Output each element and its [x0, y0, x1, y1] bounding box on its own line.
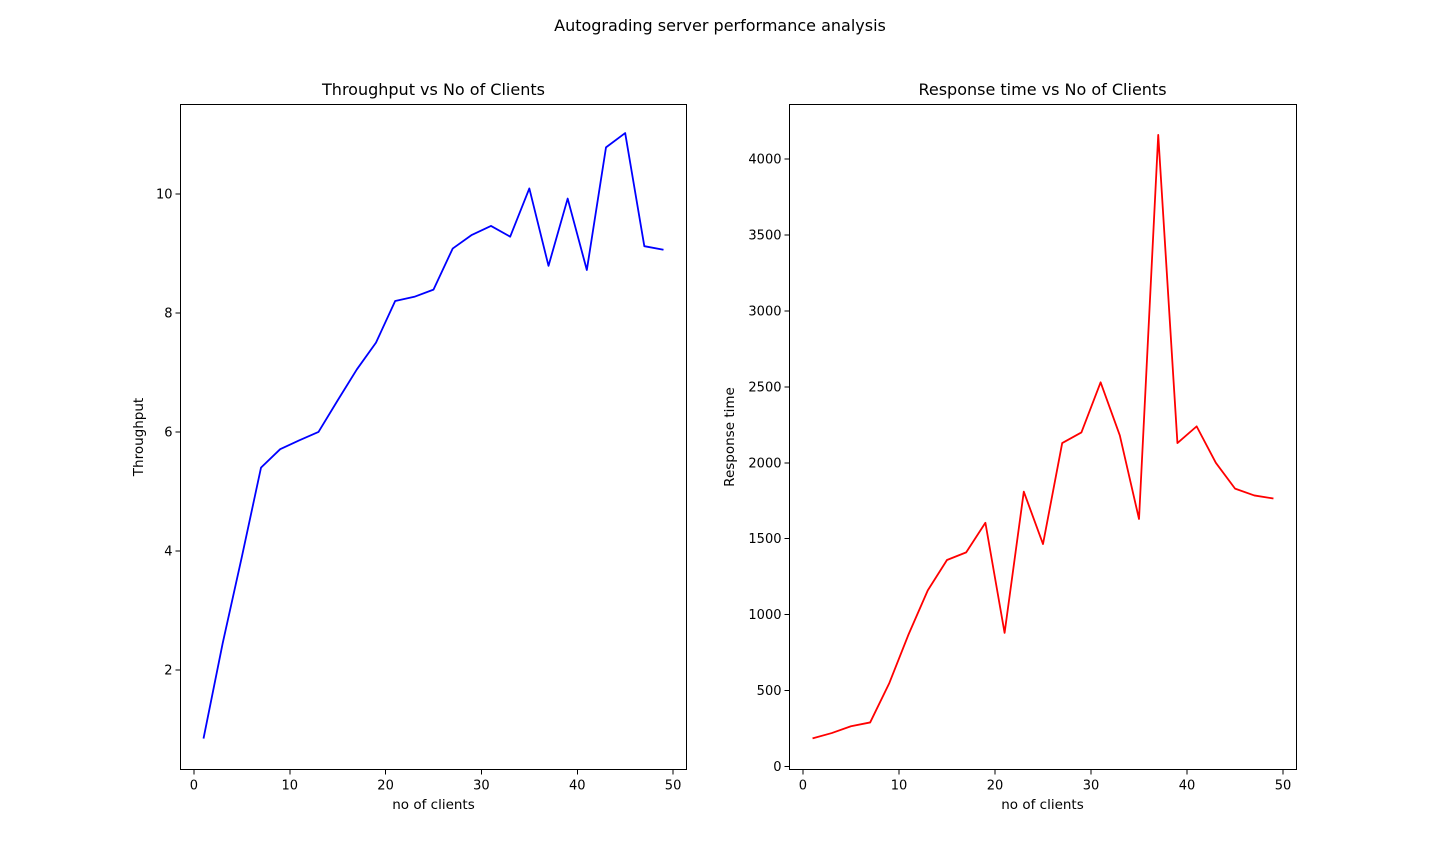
throughput-chart: Throughput vs No of Clients 0 10 20 30 40 50 2… [131, 80, 687, 813]
throughput-x-tick-label: 10 [281, 779, 298, 794]
response-time-chart-frame [789, 104, 1297, 770]
throughput-chart-title: Throughput vs No of Clients [321, 80, 545, 99]
response-time-chart-title: Response time vs No of Clients [918, 80, 1166, 99]
throughput-series-line [202, 132, 664, 739]
response-time-y-tick-label: 2500 [748, 380, 781, 395]
throughput-x-tick-label: 20 [377, 779, 394, 794]
response-time-x-tick-label: 20 [987, 779, 1004, 794]
response-time-series-line [812, 133, 1274, 740]
throughput-y-tick-label: 8 [164, 306, 172, 321]
throughput-y-tick-label: 10 [156, 187, 173, 202]
response-time-chart-xlabel: no of clients [1001, 797, 1084, 813]
throughput-chart-ticks: 0 10 20 30 40 50 2 4 6 8 10 [156, 187, 681, 793]
throughput-x-tick-label: 30 [473, 779, 490, 794]
throughput-chart-xlabel: no of clients [392, 797, 475, 813]
response-time-y-tick-label: 500 [757, 684, 782, 699]
throughput-y-tick-label: 4 [164, 545, 172, 560]
response-time-x-tick-label: 0 [799, 779, 807, 794]
throughput-chart-ylabel: Throughput [131, 398, 147, 477]
response-time-chart-ylabel: Response time [722, 387, 738, 487]
throughput-y-tick-label: 2 [164, 664, 172, 679]
response-time-chart: Response time vs No of Clients 0 10 20 30 40… [722, 80, 1297, 813]
throughput-x-tick-label: 0 [190, 779, 198, 794]
response-time-chart-ticks: 0 10 20 30 40 5005001000150020002500300035004… [748, 153, 1291, 794]
response-time-x-tick-label: 50 [1275, 779, 1292, 794]
response-time-y-tick-label: 3500 [748, 229, 781, 244]
response-time-x-tick-label: 40 [1179, 779, 1196, 794]
response-time-x-tick-label: 10 [891, 779, 908, 794]
figure-suptitle: Autograding server performance analysis [554, 16, 886, 35]
throughput-chart-frame [180, 104, 687, 770]
response-time-y-tick-label: 0 [773, 760, 781, 775]
response-time-y-tick-label: 3000 [748, 304, 781, 319]
response-time-y-tick-label: 4000 [748, 153, 781, 168]
throughput-y-tick-label: 6 [164, 425, 172, 440]
response-time-x-tick-label: 30 [1083, 779, 1100, 794]
response-time-y-tick-label: 1000 [748, 608, 781, 623]
throughput-x-tick-label: 50 [665, 779, 682, 794]
throughput-x-tick-label: 40 [569, 779, 586, 794]
response-time-y-tick-label: 1500 [748, 532, 781, 547]
response-time-y-tick-label: 2000 [748, 456, 781, 471]
